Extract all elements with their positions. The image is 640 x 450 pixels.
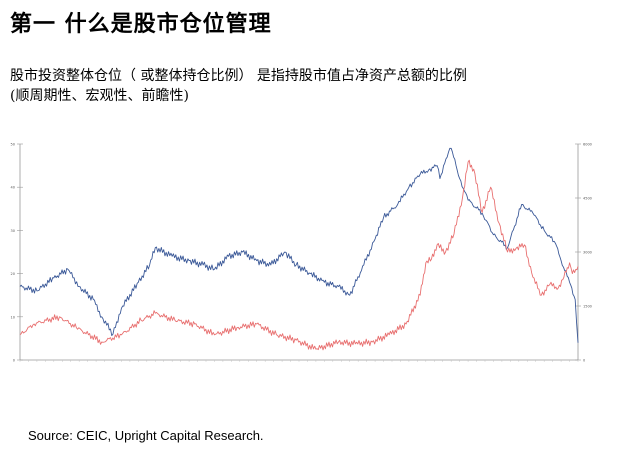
left-axis-tick-label: 0 bbox=[13, 359, 15, 363]
right-axis-tick-label: 6000 bbox=[583, 143, 592, 147]
right-axis-tick-label: 3000 bbox=[583, 251, 592, 255]
page-subtitle: 股市投资整体仓位（ 或整体持仓比例） 是指持股市值占净资产总额的比例 (顺周期性… bbox=[10, 66, 467, 106]
chart-container: 50 40 30 20 10 0 6000 4500 3000 1500 0 bbox=[0, 138, 640, 408]
line-chart: 50 40 30 20 10 0 6000 4500 3000 1500 0 bbox=[11, 143, 592, 363]
right-axis-tick-label: 0 bbox=[583, 359, 585, 363]
right-axis-tick-label: 4500 bbox=[583, 197, 592, 201]
subtitle-line-2: (顺周期性、宏观性、前瞻性) bbox=[10, 88, 189, 104]
left-axis-tick-label: 40 bbox=[11, 186, 15, 190]
series-1-line bbox=[19, 147, 579, 343]
left-axis-tick-label: 10 bbox=[11, 315, 15, 319]
left-axis-tick-label: 50 bbox=[11, 143, 15, 147]
page-title: 第一 什么是股市仓位管理 bbox=[10, 11, 272, 37]
left-axis-tick-label: 20 bbox=[11, 272, 15, 276]
chart-lines bbox=[19, 147, 579, 351]
subtitle-line-1: 股市投资整体仓位（ 或整体持仓比例） 是指持股市值占净资产总额的比例 bbox=[10, 68, 467, 84]
source-note: Source: CEIC, Upright Capital Research. bbox=[28, 428, 264, 443]
series-2-line bbox=[19, 159, 579, 351]
chart-ticks: 50 40 30 20 10 0 6000 4500 3000 1500 0 bbox=[11, 143, 592, 363]
right-axis-tick-label: 1500 bbox=[583, 305, 592, 309]
left-axis-tick-label: 30 bbox=[11, 229, 15, 233]
chart-axes bbox=[19, 144, 579, 361]
